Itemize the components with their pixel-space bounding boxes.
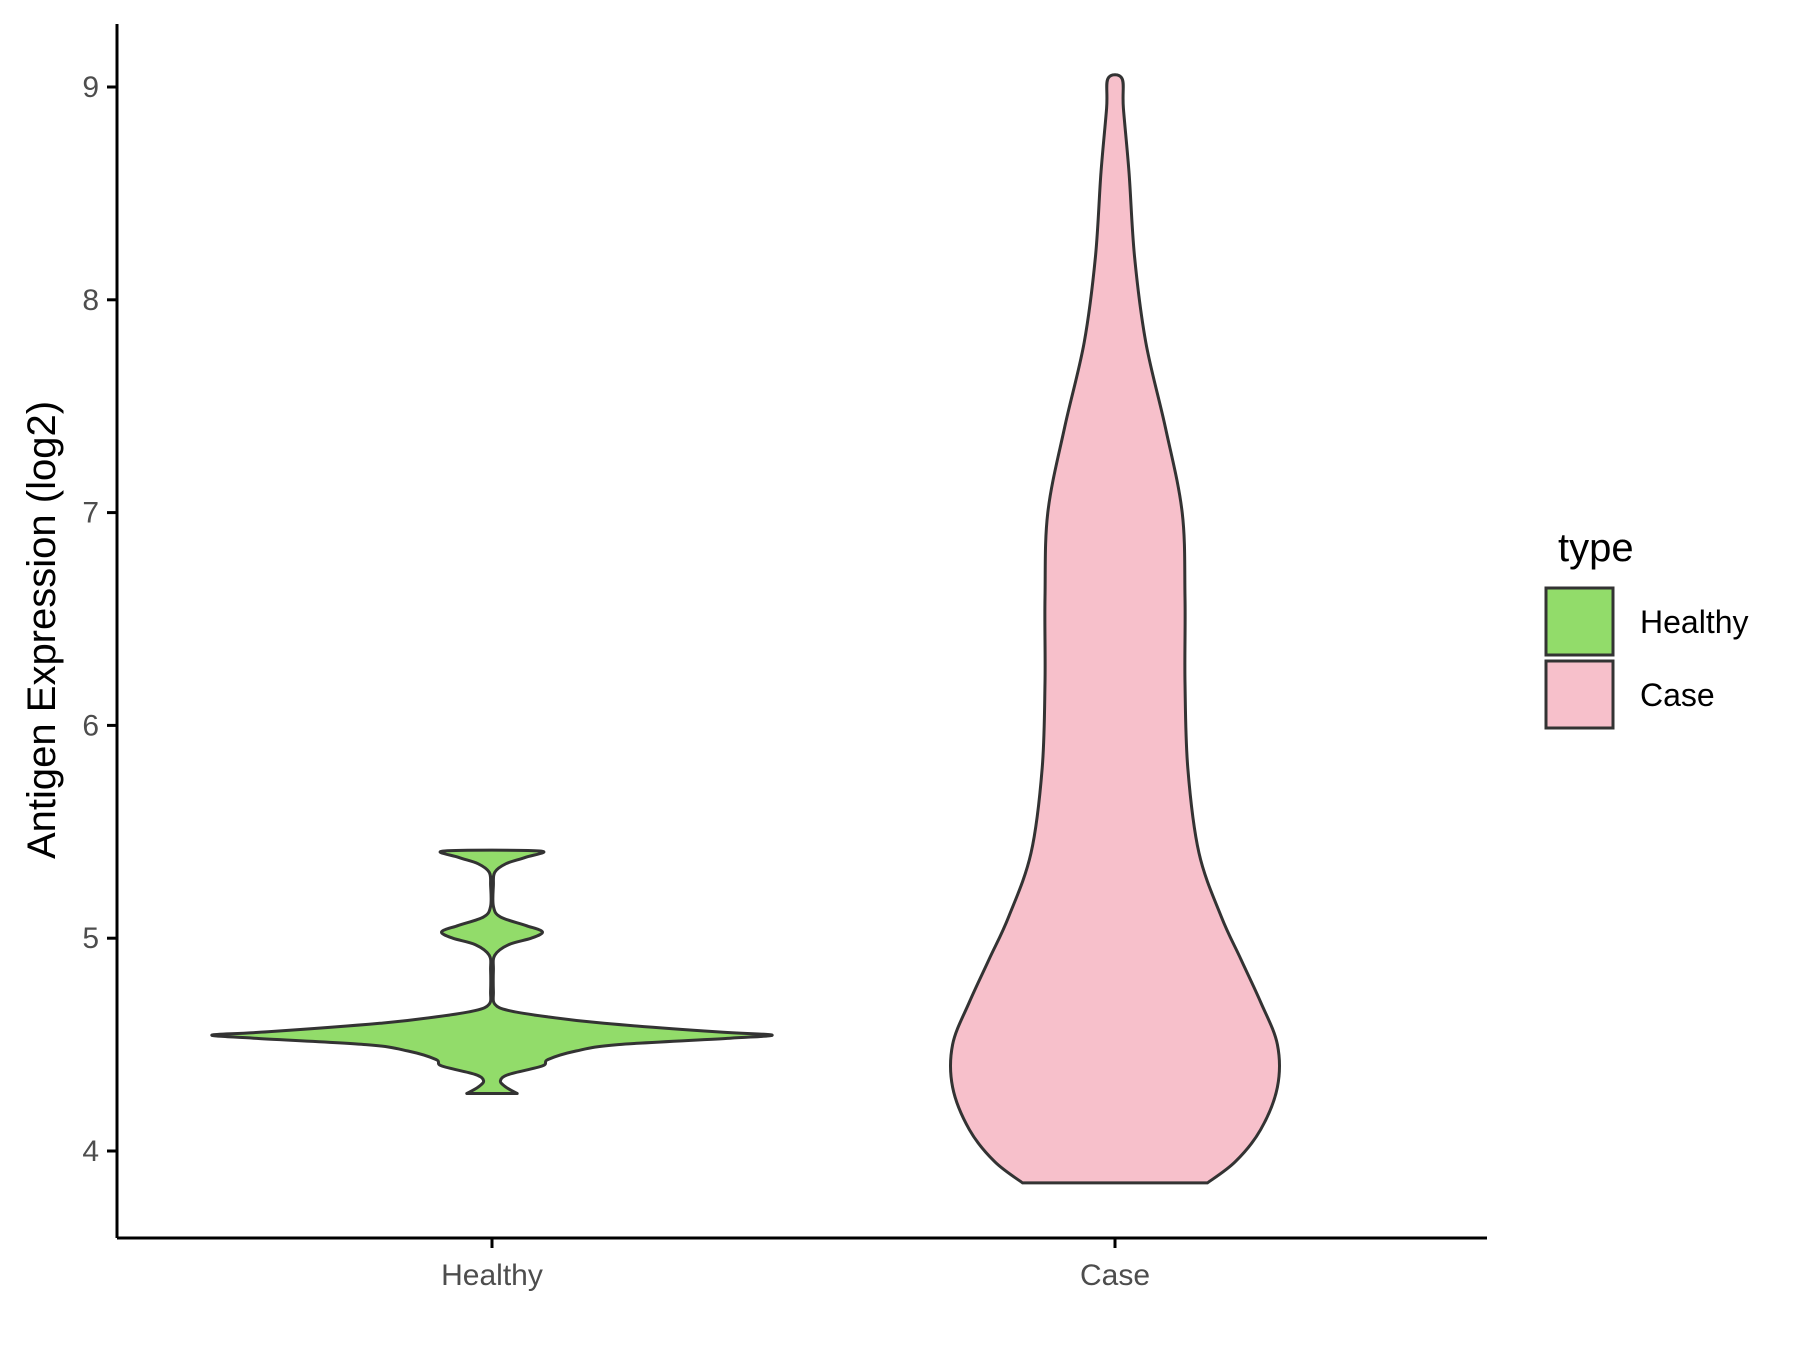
y-tick-label: 9 [82, 71, 99, 104]
x-ticks: Healthy Case [441, 1238, 1150, 1292]
x-tick-label: Healthy [441, 1259, 543, 1292]
violin-case [949, 73, 1281, 1185]
x-tick-label: Case [1080, 1259, 1150, 1292]
legend: type Healthy Case [1544, 526, 1749, 730]
y-tick-label: 6 [82, 709, 99, 742]
y-tick-label: 7 [82, 497, 99, 530]
y-ticks: 4 5 6 7 8 9 [82, 71, 117, 1168]
y-axis-title: Antigen Expression (log2) [20, 401, 64, 859]
violins [210, 73, 1281, 1185]
legend-swatch-case [1544, 659, 1615, 730]
y-tick-label: 8 [82, 284, 99, 317]
violin-healthy [210, 848, 774, 1095]
legend-label-healthy: Healthy [1640, 604, 1749, 640]
axes [115, 24, 1487, 1240]
y-tick-label: 4 [82, 1135, 99, 1168]
y-tick-label: 5 [82, 922, 99, 955]
legend-swatch-healthy [1544, 586, 1615, 657]
legend-title: type [1558, 526, 1634, 570]
legend-label-case: Case [1640, 677, 1715, 713]
